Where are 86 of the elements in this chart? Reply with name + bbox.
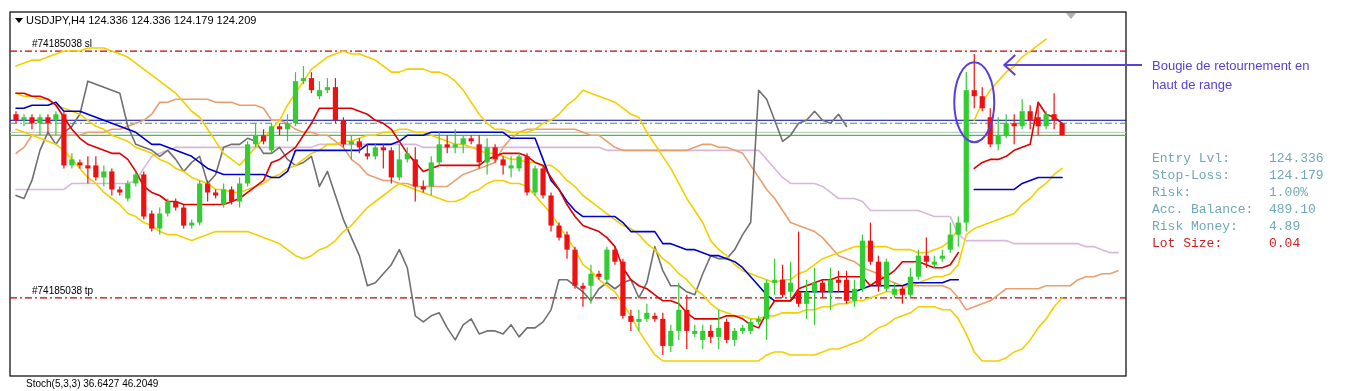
candlestick: [636, 309, 642, 332]
candlestick: [732, 327, 738, 347]
candlestick: [1035, 101, 1041, 136]
candlestick: [45, 113, 51, 133]
candlestick: [971, 53, 977, 109]
candlestick: [811, 267, 818, 326]
candlestick: [700, 324, 706, 350]
candlestick: [444, 134, 450, 154]
candlestick: [716, 309, 722, 350]
candlestick: [316, 80, 323, 100]
text: Risk: 1.00%: [1152, 185, 1309, 200]
candlestick: [772, 258, 778, 296]
candlestick: [205, 179, 211, 203]
candlestick: [1043, 110, 1049, 130]
candlestick: [907, 267, 913, 299]
candlestick: [867, 221, 874, 266]
candlestick: [516, 152, 522, 173]
candlestick: [93, 155, 99, 182]
candlestick: [955, 215, 961, 248]
candlestick: [851, 279, 858, 308]
candlestick: [484, 137, 490, 176]
candlestick: [181, 203, 187, 230]
candlestick: [803, 279, 810, 320]
candlestick: [827, 267, 834, 311]
candlestick: [1051, 92, 1057, 130]
candlestick: [85, 155, 91, 185]
candlestick: [29, 113, 35, 130]
ref-line-label: #74185038 tp: [32, 284, 94, 296]
candlestick: [628, 309, 634, 332]
candlestick: [308, 71, 315, 94]
candlestick: [780, 264, 786, 299]
text: Risk Money: 4.89: [1152, 219, 1301, 234]
candlestick: [708, 324, 714, 344]
candlestick: [221, 182, 227, 209]
candlestick: [21, 113, 27, 127]
candlestick: [843, 270, 850, 305]
candlestick: [979, 86, 985, 112]
candlestick: [396, 143, 402, 182]
text: Lot Size: 0.04: [1152, 236, 1301, 251]
candlestick: [53, 110, 59, 136]
candlestick: [596, 270, 602, 281]
ref-line-label: #74185038 sl: [32, 38, 93, 50]
text: Bougie de retournement en haut de range: [1152, 58, 1310, 93]
candlestick: [795, 230, 802, 308]
candlestick: [947, 221, 953, 254]
candlestick: [300, 65, 307, 85]
candlestick: [899, 285, 905, 305]
text: Entry Lvl: 124.336: [1152, 151, 1324, 166]
candlestick: [564, 230, 570, 260]
candlestick: [915, 249, 921, 281]
candlestick: [236, 176, 243, 209]
candlestick: [588, 264, 594, 305]
candlestick: [101, 164, 107, 188]
candlestick: [125, 179, 131, 203]
candlestick: [229, 185, 235, 206]
candlestick: [676, 282, 682, 341]
candlestick: [1011, 113, 1017, 145]
candlestick: [835, 270, 842, 293]
candlestick: [109, 167, 115, 197]
text: Stop-Loss: 124.179: [1152, 168, 1324, 183]
candlestick: [556, 221, 562, 242]
candlestick: [492, 143, 498, 163]
chart-title: USDJPY,H4 124.336 124.336 124.179 124.209: [26, 14, 257, 26]
candlestick: [787, 261, 794, 299]
candlestick: [165, 197, 171, 218]
candlestick: [149, 209, 155, 233]
candlestick: [724, 318, 730, 344]
candlestick: [668, 324, 674, 353]
candlestick: [819, 279, 826, 299]
candlestick: [923, 237, 929, 269]
candlestick: [157, 206, 163, 236]
candlestick: [644, 303, 650, 323]
candlestick: [77, 158, 83, 170]
candlestick: [476, 134, 482, 170]
candlestick: [69, 152, 75, 170]
candlestick: [1019, 98, 1025, 130]
candlestick: [612, 246, 618, 266]
candlestick: [500, 155, 506, 176]
text: Acc. Balance: 489.10: [1152, 202, 1316, 217]
candlestick: [380, 143, 386, 170]
candlestick: [508, 155, 514, 179]
candlestick: [1027, 104, 1033, 130]
candlestick: [37, 113, 43, 136]
candlestick: [684, 294, 690, 350]
candlestick: [580, 282, 586, 308]
text: Stoch(5,3,3) 36.6427 46.2049: [26, 378, 159, 389]
